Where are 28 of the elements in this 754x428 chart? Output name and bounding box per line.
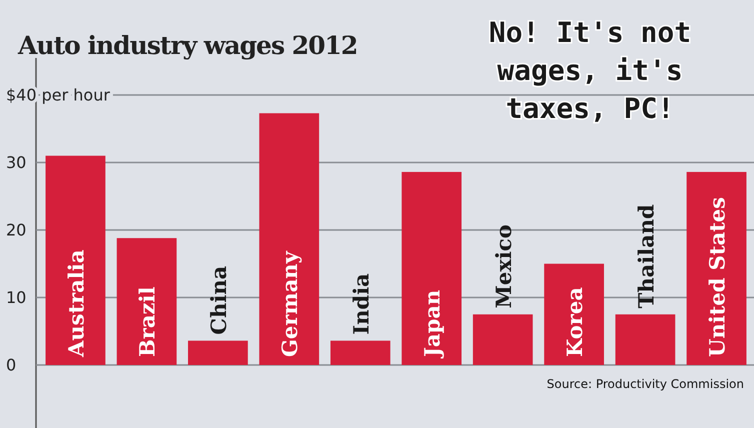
x-tick-label: Thailand [633,204,658,308]
x-tick-label: Australia [63,249,88,358]
bar [544,264,604,365]
bar [615,314,676,365]
bar [402,172,462,365]
x-tick-label: Germany [277,250,302,357]
chart-title: Auto industry wages 2012 [17,31,358,60]
x-tick-label: India [348,272,374,335]
y-tick-label: 10 [6,288,26,307]
y-tick-label: 0 [6,356,16,374]
x-tick-label: Korea [562,286,588,357]
bar [330,340,390,365]
x-tick-label: Mexico [490,224,516,308]
source-note: Source: Productivity Commission [546,377,744,391]
bar [46,156,106,365]
x-tick-label: United States [704,197,730,357]
annotation: No! It's not wages, it's taxes, PC! [488,16,692,125]
bar [472,314,533,365]
x-tick-label: Japan [420,290,445,359]
y-tick-label: $40 per hour [6,86,110,104]
y-tick-label: 30 [6,153,26,172]
y-tick-label: 20 [6,220,26,240]
bar [686,172,746,365]
bar [188,340,248,365]
x-tick-label: China [206,265,231,335]
x-tick-label: Brazil [134,286,160,357]
bar [259,113,320,365]
bar [116,238,177,365]
